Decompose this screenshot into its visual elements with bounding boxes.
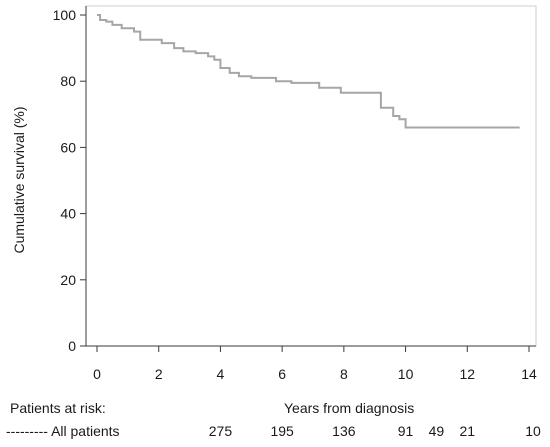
- x-tick-label: 10: [398, 366, 414, 382]
- x-tick-label: 4: [217, 366, 225, 382]
- risk-value: 10: [525, 423, 541, 439]
- y-tick-label: 0: [68, 338, 76, 354]
- risk-table-header: Patients at risk:: [10, 400, 106, 416]
- risk-value: 195: [270, 423, 294, 439]
- x-ticks: 0 2 4 6 8 10 12 14: [93, 346, 537, 382]
- x-tick-label: 12: [459, 366, 475, 382]
- risk-value: 49: [428, 423, 445, 439]
- x-tick-label: 6: [278, 366, 286, 382]
- x-tick-label: 0: [93, 366, 101, 382]
- y-ticks: 0 20 40 60 80 100: [53, 7, 86, 354]
- risk-value: 91: [397, 423, 414, 439]
- x-tick-label: 8: [340, 366, 348, 382]
- risk-value: 275: [208, 423, 233, 439]
- risk-row-label: --------- All patients: [6, 423, 120, 439]
- x-tick-label: 2: [155, 366, 163, 382]
- y-axis-label: Cumulative survival (%): [11, 106, 27, 253]
- x-axis-label: Years from diagnosis: [284, 400, 415, 416]
- x-tick-label: 14: [521, 366, 537, 382]
- y-tick-label: 100: [53, 7, 77, 23]
- survival-curve: [97, 14, 520, 129]
- y-tick-label: 20: [60, 272, 76, 288]
- risk-value: 136: [332, 423, 356, 439]
- series-layer: [97, 14, 520, 129]
- y-tick-label: 60: [60, 139, 76, 155]
- plot-frame: [85, 5, 537, 347]
- y-tick-label: 40: [60, 206, 76, 222]
- y-tick-label: 80: [60, 73, 76, 89]
- risk-value: 21: [459, 423, 476, 439]
